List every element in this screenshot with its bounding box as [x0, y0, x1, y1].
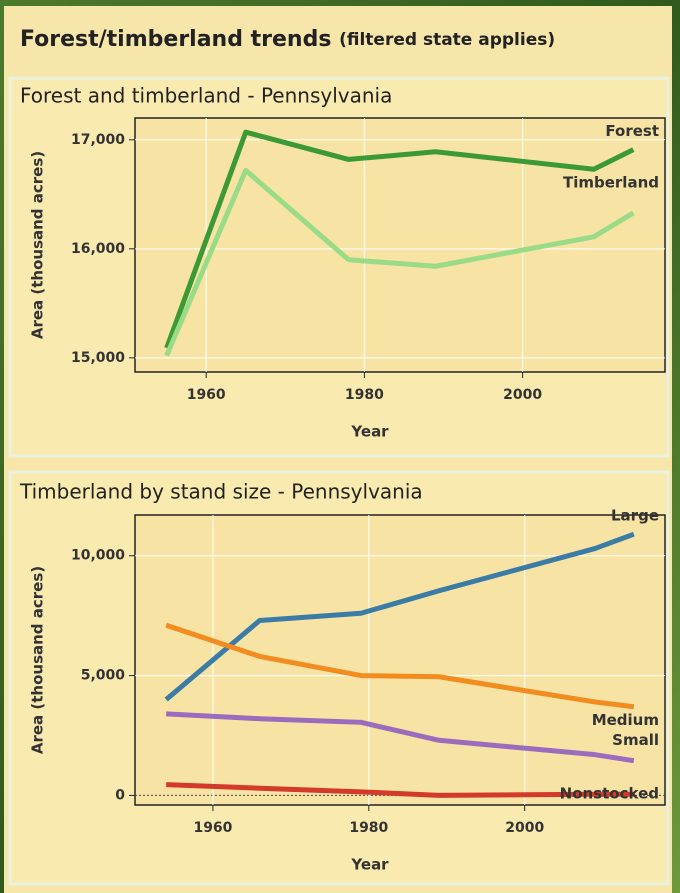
- y-axis-label: Area (thousand acres): [29, 566, 47, 754]
- y-axis-label: Area (thousand acres): [29, 151, 47, 339]
- y-tick-label: 10,000: [71, 548, 125, 564]
- x-axis-label: Year: [350, 856, 389, 874]
- series-label: Small: [612, 731, 659, 749]
- series-label: Forest: [605, 122, 659, 140]
- x-tick-label: 2000: [503, 387, 542, 403]
- series-label: Timberland: [563, 173, 659, 191]
- series-label: Nonstocked: [560, 785, 659, 803]
- y-tick-label: 17,000: [71, 132, 125, 148]
- x-tick-label: 1960: [187, 387, 226, 403]
- y-tick-label: 5,000: [81, 668, 126, 684]
- series-line: [164, 531, 635, 702]
- note: (filtered state applies): [339, 30, 555, 50]
- page-title: Forest/timberland trends (filtered state…: [20, 27, 555, 52]
- series-label: Large: [611, 507, 659, 525]
- x-axis-label: Year: [350, 423, 389, 441]
- series-line: [166, 782, 634, 798]
- chart-title: Forest and timberland - Pennsylvania: [20, 84, 392, 108]
- y-tick-label: 16,000: [71, 241, 125, 257]
- title: Forest/timberland trends: [20, 27, 331, 52]
- y-tick-label: 0: [115, 787, 125, 803]
- series-line: [166, 711, 635, 764]
- series-label: Medium: [592, 711, 659, 729]
- series-line: [164, 129, 635, 349]
- x-tick-label: 1980: [345, 387, 384, 403]
- x-tick-label: 2000: [505, 820, 544, 836]
- plot-area: [134, 514, 666, 806]
- series-line: [164, 167, 635, 357]
- x-tick-label: 1980: [349, 820, 388, 836]
- x-tick-label: 1960: [193, 820, 232, 836]
- plot-area: [134, 117, 666, 373]
- chart-title: Timberland by stand size - Pennsylvania: [19, 480, 423, 504]
- y-tick-label: 15,000: [71, 350, 125, 366]
- series-line: [165, 622, 635, 710]
